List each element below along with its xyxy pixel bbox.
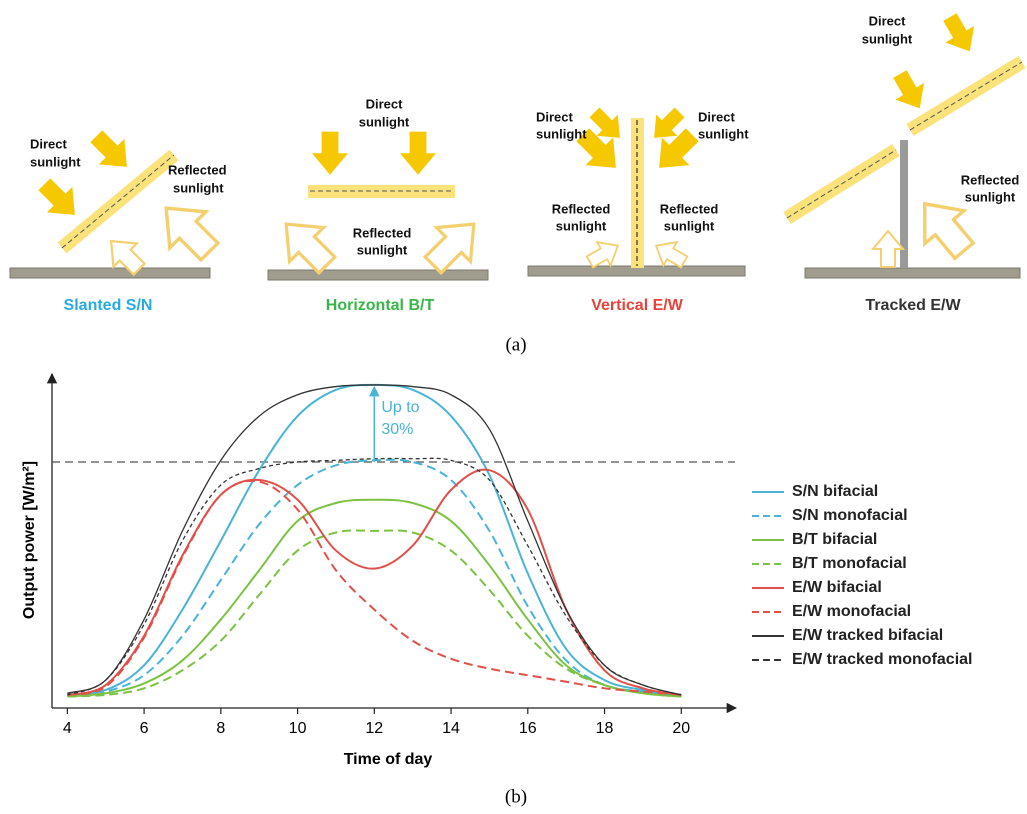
label: sunlight: [862, 31, 913, 46]
x-tick-label: 4: [63, 720, 72, 737]
x-tick-label: 14: [442, 720, 460, 737]
x-tick-label: 10: [289, 720, 307, 737]
x-tick-label: 8: [216, 720, 225, 737]
legend-label: E/W tracked monofacial: [792, 651, 973, 668]
legend-label: E/W monofacial: [792, 603, 911, 620]
x-tick-label: 16: [519, 720, 537, 737]
label: Direct: [536, 109, 574, 124]
series-line: [67, 384, 682, 696]
label: sunlight: [173, 180, 224, 195]
label: sunlight: [357, 242, 408, 257]
label: sunlight: [359, 114, 410, 129]
x-tick-label: 18: [596, 720, 614, 737]
diagram-horizontal: [267, 131, 493, 284]
series-line: [67, 458, 682, 698]
legend-label: B/T bifacial: [792, 531, 877, 548]
label: Direct: [30, 136, 68, 151]
x-tick-label: 12: [365, 720, 383, 737]
label: Reflected: [660, 201, 719, 216]
annotation: Up to: [381, 399, 419, 416]
series-line: [67, 498, 682, 698]
series-line: [67, 457, 682, 696]
panel-title: Slanted S/N: [64, 297, 153, 314]
legend-label: E/W bifacial: [792, 579, 882, 596]
series-line: [67, 529, 682, 698]
panel-title: Horizontal B/T: [326, 297, 435, 314]
label: sunlight: [536, 126, 587, 141]
label: sunlight: [698, 126, 749, 141]
x-tick-label: 6: [140, 720, 149, 737]
label: sunlight: [556, 218, 607, 233]
panel-title: Tracked E/W: [865, 297, 961, 314]
panel-title: Vertical E/W: [591, 297, 683, 314]
label: sunlight: [30, 154, 81, 169]
caption: (a): [505, 334, 526, 355]
x-tick-label: 20: [672, 720, 690, 737]
diagram-slanted: [9, 123, 230, 282]
label: Direct: [698, 109, 736, 124]
diagram-tracked: [783, 8, 1026, 279]
annotation: 30%: [381, 421, 413, 438]
series-line: [67, 479, 682, 696]
label: Reflected: [961, 172, 1020, 187]
label: sunlight: [965, 189, 1016, 204]
label: Direct: [869, 13, 907, 28]
label: Reflected: [353, 225, 412, 240]
label: sunlight: [664, 218, 715, 233]
caption: (b): [505, 786, 527, 807]
diagram-vertical: [527, 101, 746, 277]
legend-label: B/T monofacial: [792, 555, 907, 572]
legend-label: E/W tracked bifacial: [792, 627, 943, 644]
y-axis-label: Output power [W/m²]: [21, 461, 38, 619]
x-axis-label: Time of day: [344, 751, 433, 768]
label: Reflected: [552, 201, 611, 216]
label: Reflected: [168, 162, 227, 177]
legend-label: S/N monofacial: [792, 507, 908, 524]
label: Direct: [366, 96, 404, 111]
legend-label: S/N bifacial: [792, 483, 878, 500]
